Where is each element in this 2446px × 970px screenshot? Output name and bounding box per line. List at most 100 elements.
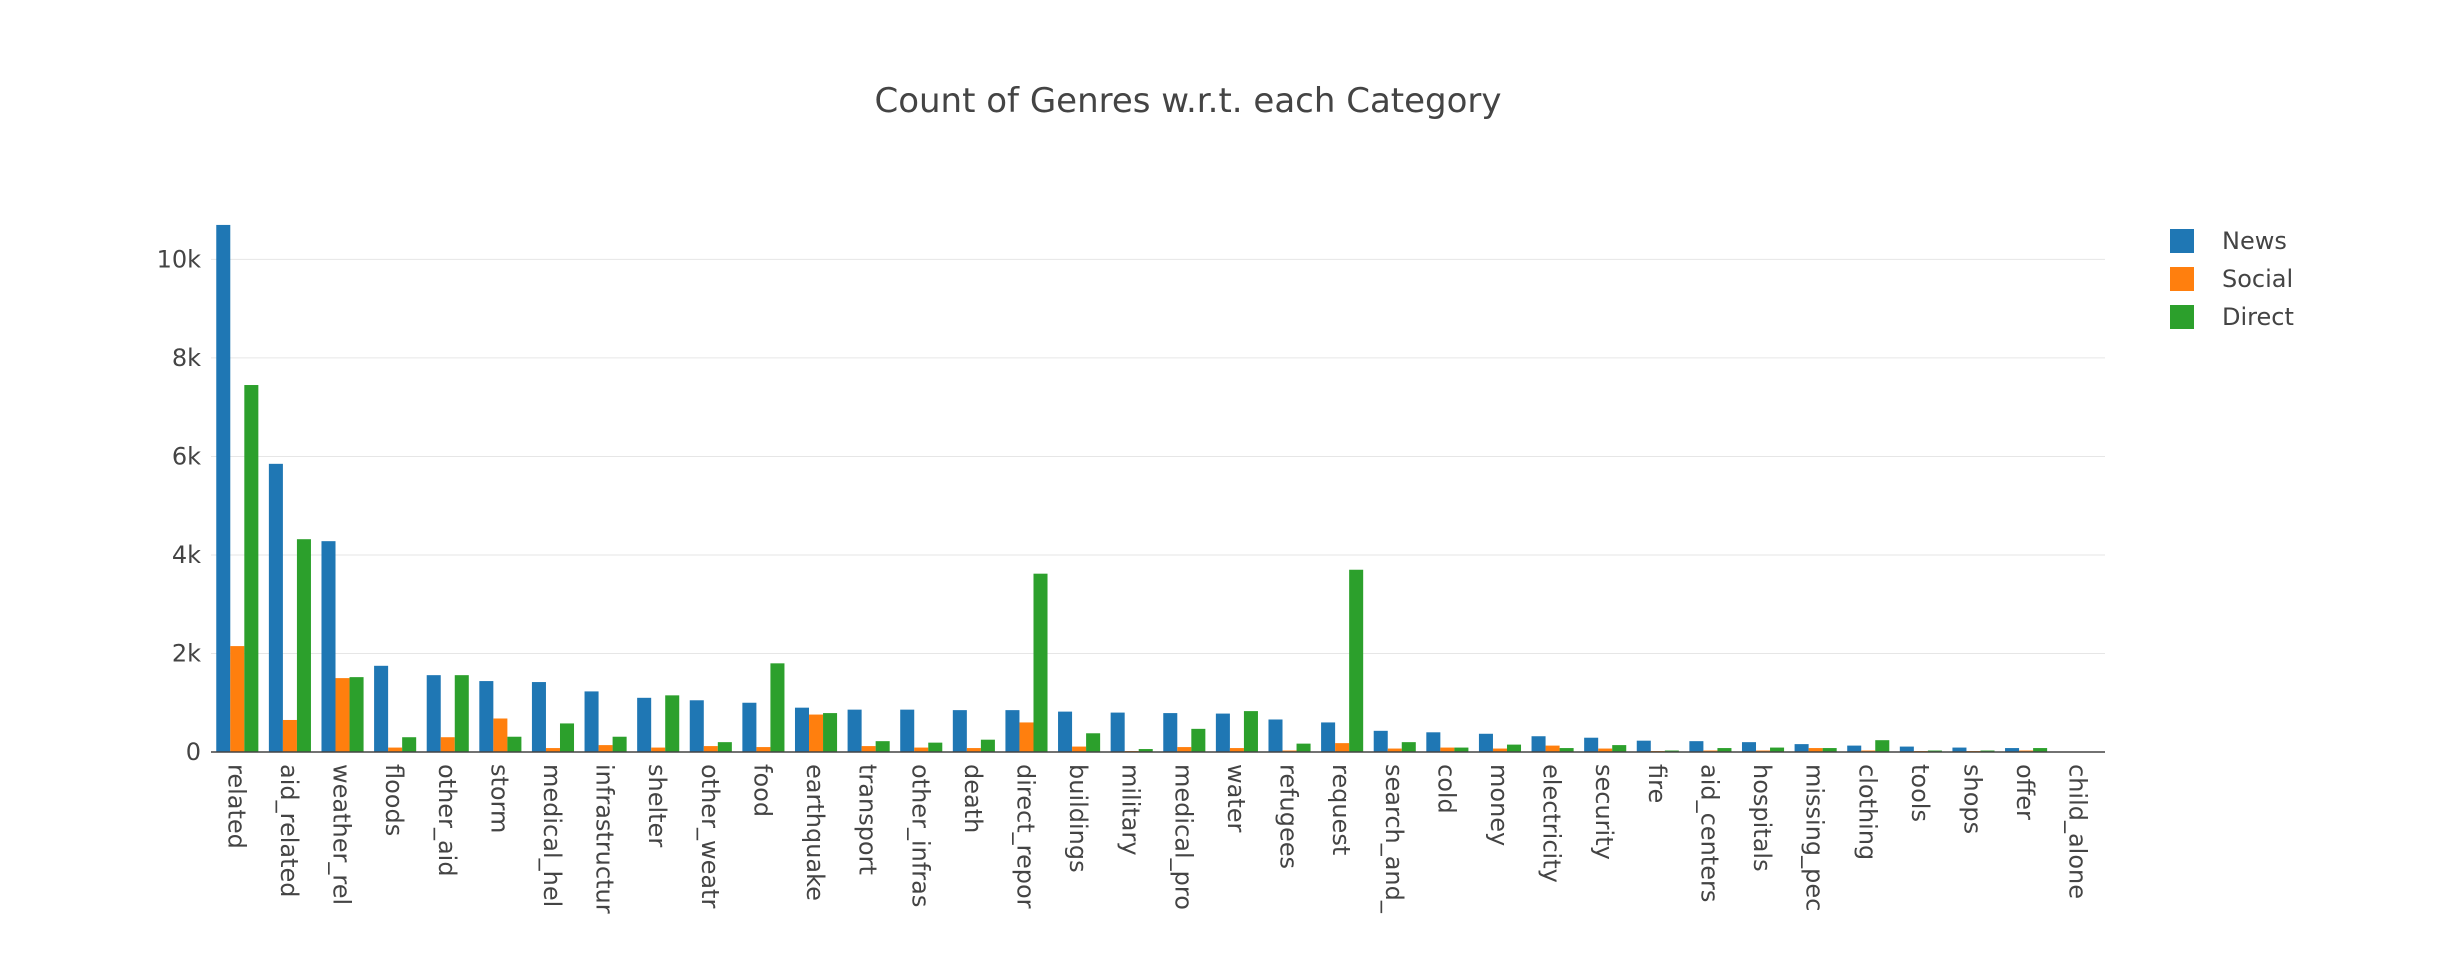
bar-news-death[interactable] — [952, 710, 967, 752]
bar-social-earthquake[interactable] — [809, 714, 824, 752]
bar-social-death[interactable] — [966, 748, 981, 752]
bar-news-weather_related[interactable] — [321, 541, 336, 752]
bar-direct-death[interactable] — [980, 739, 995, 752]
bar-direct-infrastructure_related[interactable] — [612, 736, 627, 752]
bar-news-missing_people[interactable] — [1794, 744, 1809, 752]
bar-social-aid_related[interactable] — [282, 719, 297, 752]
bar-direct-direct_report[interactable] — [1033, 573, 1048, 752]
bar-news-related[interactable] — [216, 224, 231, 752]
bar-social-security[interactable] — [1598, 748, 1613, 752]
bar-direct-food[interactable] — [770, 663, 785, 752]
bar-direct-other_weather[interactable] — [717, 742, 732, 752]
bar-news-military[interactable] — [1110, 712, 1125, 752]
bar-news-tools[interactable] — [1899, 746, 1914, 752]
bar-direct-water[interactable] — [1243, 711, 1258, 752]
bar-social-other_infrastructure[interactable] — [914, 747, 929, 752]
bar-direct-security[interactable] — [1612, 745, 1627, 752]
y-tick-label: 0 — [186, 738, 201, 766]
bar-news-medical_products[interactable] — [1163, 713, 1178, 752]
bar-direct-offer[interactable] — [2033, 748, 2048, 752]
bar-direct-aid_centers[interactable] — [1717, 748, 1732, 752]
bar-news-money[interactable] — [1478, 733, 1493, 752]
bar-social-cold[interactable] — [1440, 747, 1455, 752]
bar-direct-electricity[interactable] — [1559, 748, 1574, 752]
bar-direct-refugees[interactable] — [1296, 743, 1311, 752]
bar-direct-search_and_rescue[interactable] — [1401, 742, 1416, 752]
legend-item-social[interactable]: Social — [2170, 265, 2293, 293]
bar-direct-request[interactable] — [1349, 569, 1364, 752]
bar-news-floods[interactable] — [374, 665, 389, 752]
bar-news-food[interactable] — [742, 702, 757, 752]
bar-direct-other_infrastructure[interactable] — [928, 742, 943, 752]
bar-direct-weather_related[interactable] — [349, 677, 364, 752]
bar-news-clothing[interactable] — [1847, 745, 1862, 752]
bar-direct-earthquake[interactable] — [823, 713, 838, 752]
bar-social-buildings[interactable] — [1072, 746, 1087, 752]
bar-news-shops[interactable] — [1952, 747, 1967, 752]
bar-news-electricity[interactable] — [1531, 736, 1546, 752]
bar-news-other_infrastructure[interactable] — [900, 709, 915, 752]
bar-news-aid_related[interactable] — [268, 463, 283, 752]
bar-social-food[interactable] — [756, 747, 771, 752]
bar-social-transport[interactable] — [861, 746, 876, 752]
bar-social-other_aid[interactable] — [440, 737, 455, 752]
bar-direct-transport[interactable] — [875, 741, 890, 752]
legend[interactable]: News Social Direct — [2170, 227, 2294, 331]
bar-news-aid_centers[interactable] — [1689, 741, 1704, 752]
bar-news-medical_help[interactable] — [531, 682, 546, 752]
bar-social-medical_products[interactable] — [1177, 747, 1192, 752]
bar-news-refugees[interactable] — [1268, 719, 1283, 752]
bar-social-electricity[interactable] — [1545, 745, 1560, 752]
legend-item-news[interactable]: News — [2170, 227, 2287, 255]
bar-direct-storm[interactable] — [507, 736, 522, 752]
legend-item-direct[interactable]: Direct — [2170, 303, 2294, 331]
bar-news-buildings[interactable] — [1058, 711, 1073, 752]
bar-social-floods[interactable] — [388, 747, 403, 752]
bar-direct-military[interactable] — [1138, 749, 1153, 752]
bar-news-shelter[interactable] — [637, 697, 652, 752]
bar-direct-clothing[interactable] — [1875, 740, 1890, 752]
bar-news-security[interactable] — [1584, 737, 1599, 752]
bar-news-earthquake[interactable] — [794, 707, 810, 752]
bar-direct-medical_help[interactable] — [559, 723, 575, 752]
bar-direct-medical_products[interactable] — [1191, 728, 1206, 752]
bar-social-money[interactable] — [1492, 748, 1507, 752]
bar-news-storm[interactable] — [479, 681, 494, 752]
bar-social-other_weather[interactable] — [703, 746, 718, 752]
bar-social-water[interactable] — [1229, 748, 1244, 752]
bar-direct-aid_related[interactable] — [296, 539, 311, 752]
bar-direct-related[interactable] — [244, 385, 259, 752]
bar-social-shelter[interactable] — [651, 747, 666, 752]
bar-news-search_and_rescue[interactable] — [1373, 730, 1388, 752]
bar-news-request[interactable] — [1321, 722, 1336, 752]
bar-news-cold[interactable] — [1426, 732, 1441, 752]
bar-social-weather_related[interactable] — [335, 678, 350, 752]
bar-social-infrastructure_related[interactable] — [598, 745, 613, 752]
bar-social-search_and_rescue[interactable] — [1387, 748, 1402, 752]
bar-news-transport[interactable] — [847, 709, 862, 752]
bar-direct-missing_people[interactable] — [1822, 748, 1837, 752]
bar-news-direct_report[interactable] — [1005, 710, 1020, 752]
bar-news-hospitals[interactable] — [1741, 742, 1757, 752]
bar-direct-cold[interactable] — [1454, 747, 1469, 752]
bar-social-related[interactable] — [230, 646, 245, 752]
bar-social-storm[interactable] — [493, 718, 508, 753]
bar-social-request[interactable] — [1335, 743, 1350, 752]
bar-news-other_weather[interactable] — [689, 700, 704, 752]
bar-social-missing_people[interactable] — [1808, 748, 1823, 752]
bar-direct-money[interactable] — [1506, 744, 1522, 752]
bar-news-other_aid[interactable] — [426, 675, 441, 752]
bar-direct-floods[interactable] — [402, 737, 417, 752]
bar-social-direct_report[interactable] — [1019, 722, 1034, 752]
bar-direct-buildings[interactable] — [1086, 733, 1101, 752]
bar-news-fire[interactable] — [1636, 740, 1651, 752]
bar-news-infrastructure_related[interactable] — [584, 691, 599, 752]
bar-direct-other_aid[interactable] — [454, 675, 469, 752]
bar-social-medical_help[interactable] — [545, 748, 560, 752]
bar-direct-hospitals[interactable] — [1770, 747, 1785, 752]
bar-news-water[interactable] — [1215, 713, 1230, 752]
x-tick-label: cold — [1432, 764, 1460, 814]
bar-direct-shelter[interactable] — [665, 695, 680, 752]
bar-news-offer[interactable] — [2005, 748, 2020, 752]
